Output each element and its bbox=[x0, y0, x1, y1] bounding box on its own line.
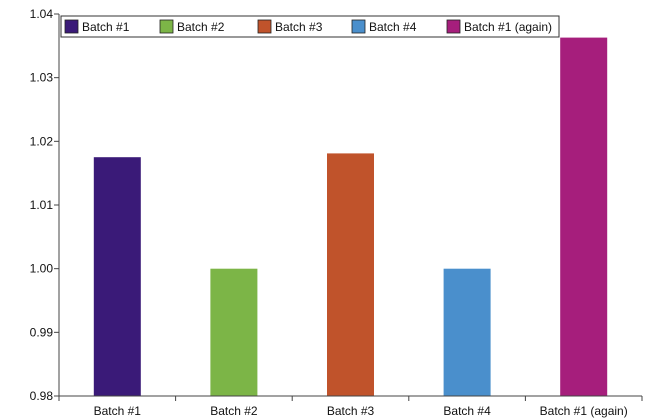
bar-5 bbox=[560, 37, 608, 396]
x-tick-label: Batch #3 bbox=[327, 404, 375, 418]
y-tick-label: 1.02 bbox=[30, 134, 54, 148]
legend: Batch #1 Batch #2 Batch #3 Batch #4 Batch #1… bbox=[60, 15, 560, 38]
x-tick-label: Batch #4 bbox=[443, 404, 491, 418]
legend-label: Batch #2 bbox=[177, 20, 225, 34]
legend-swatch bbox=[446, 19, 461, 34]
y-tick-label: 1.01 bbox=[30, 198, 54, 212]
y-tick-label: 0.98 bbox=[30, 389, 54, 403]
y-tick-label: 1.00 bbox=[30, 262, 54, 276]
y-ticks-group: 0.98 0.99 1.00 1.01 1.02 1.03 1.04 bbox=[30, 7, 59, 403]
bars-group bbox=[93, 37, 608, 396]
y-tick-label: 0.99 bbox=[30, 325, 54, 339]
y-tick-label: 1.03 bbox=[30, 71, 54, 85]
bar-2 bbox=[210, 268, 258, 396]
bar-3 bbox=[327, 153, 374, 396]
legend-label: Batch #1 bbox=[82, 20, 130, 34]
legend-label: Batch #4 bbox=[369, 20, 417, 34]
legend-swatch bbox=[64, 19, 79, 34]
legend-label: Batch #3 bbox=[275, 20, 323, 34]
x-tick-label: Batch #1 bbox=[94, 404, 142, 418]
legend-swatch bbox=[159, 19, 174, 34]
x-tick-label: Batch #1 (again) bbox=[540, 404, 628, 418]
bar-1 bbox=[93, 157, 141, 396]
x-ticks-group: Batch #1 Batch #2 Batch #3 Batch #4 Batch #1… bbox=[58, 396, 643, 418]
bar-4 bbox=[443, 268, 491, 396]
x-tick-label: Batch #2 bbox=[210, 404, 258, 418]
legend-swatch bbox=[351, 19, 366, 34]
legend-box bbox=[60, 15, 560, 38]
legend-label: Batch #1 (again) bbox=[464, 20, 552, 34]
legend-swatch bbox=[257, 19, 272, 34]
y-tick-label: 1.04 bbox=[30, 7, 54, 21]
